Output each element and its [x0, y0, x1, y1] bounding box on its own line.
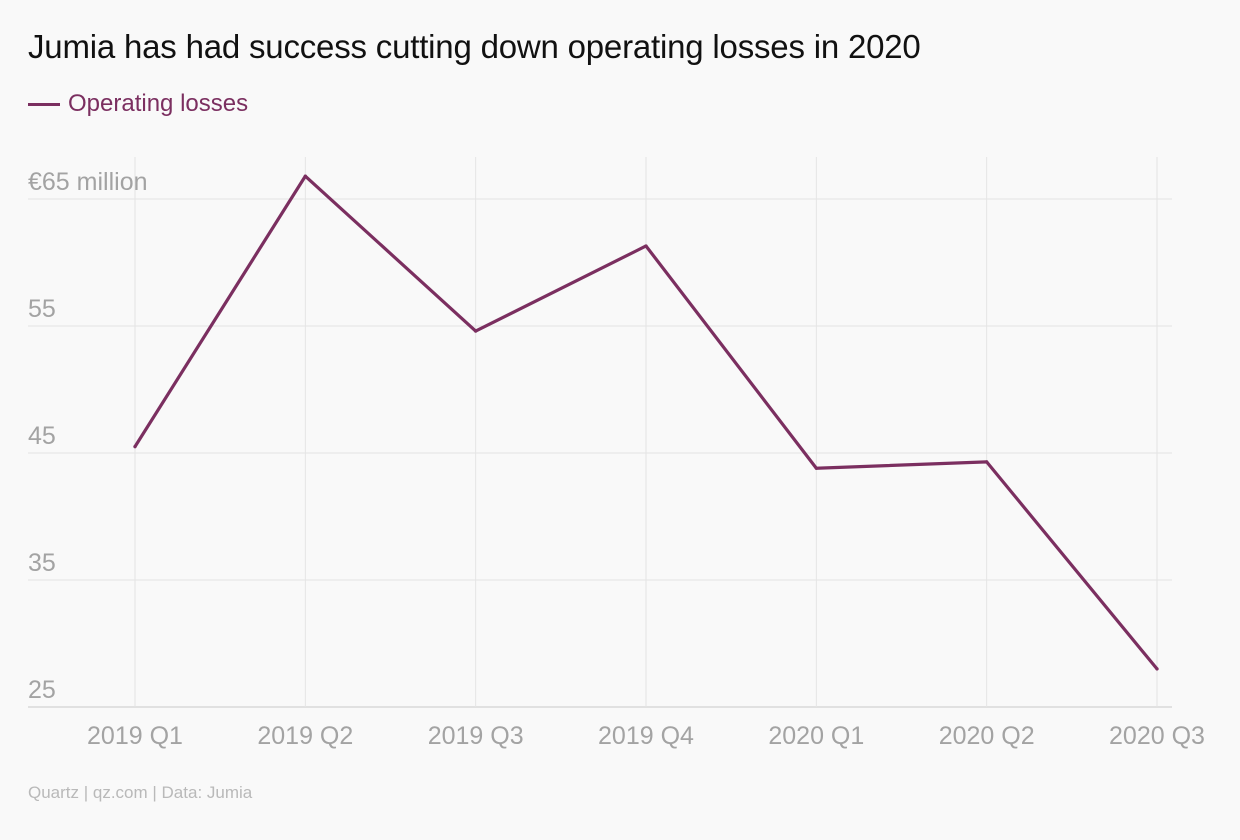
chart-title: Jumia has had success cutting down opera… — [28, 28, 921, 65]
source-footer: Quartz | qz.com | Data: Jumia — [28, 783, 253, 802]
legend-swatch — [28, 102, 60, 106]
data-point — [474, 329, 478, 333]
x-tick-label: 2019 Q3 — [428, 722, 524, 750]
x-tick-label: 2020 Q1 — [768, 722, 864, 750]
x-tick-label: 2019 Q1 — [87, 722, 183, 750]
axis-tick-labels: 25 35 45 55 €65 million 2019 Q1 2019 Q2 2019 Q3… — [28, 168, 1205, 750]
y-tick-label: €65 million — [28, 168, 148, 196]
x-tick-label: 2019 Q2 — [257, 722, 353, 750]
x-tick-label: 2020 Q3 — [1109, 722, 1205, 750]
data-point — [644, 244, 648, 248]
series-layer — [133, 174, 1159, 671]
data-point — [985, 460, 989, 464]
data-point — [814, 466, 818, 470]
data-point — [1155, 667, 1159, 671]
legend: Operating losses — [28, 90, 248, 118]
y-tick-label: 25 — [28, 676, 56, 704]
data-point — [303, 174, 307, 178]
legend-label: Operating losses — [68, 90, 249, 117]
data-point — [133, 445, 137, 449]
y-tick-label: 35 — [28, 549, 56, 577]
x-tick-label: 2019 Q4 — [598, 722, 694, 750]
gridlines — [28, 157, 1172, 708]
x-tick-label: 2020 Q2 — [939, 722, 1035, 750]
y-tick-label: 55 — [28, 295, 56, 323]
y-tick-label: 45 — [28, 422, 56, 450]
